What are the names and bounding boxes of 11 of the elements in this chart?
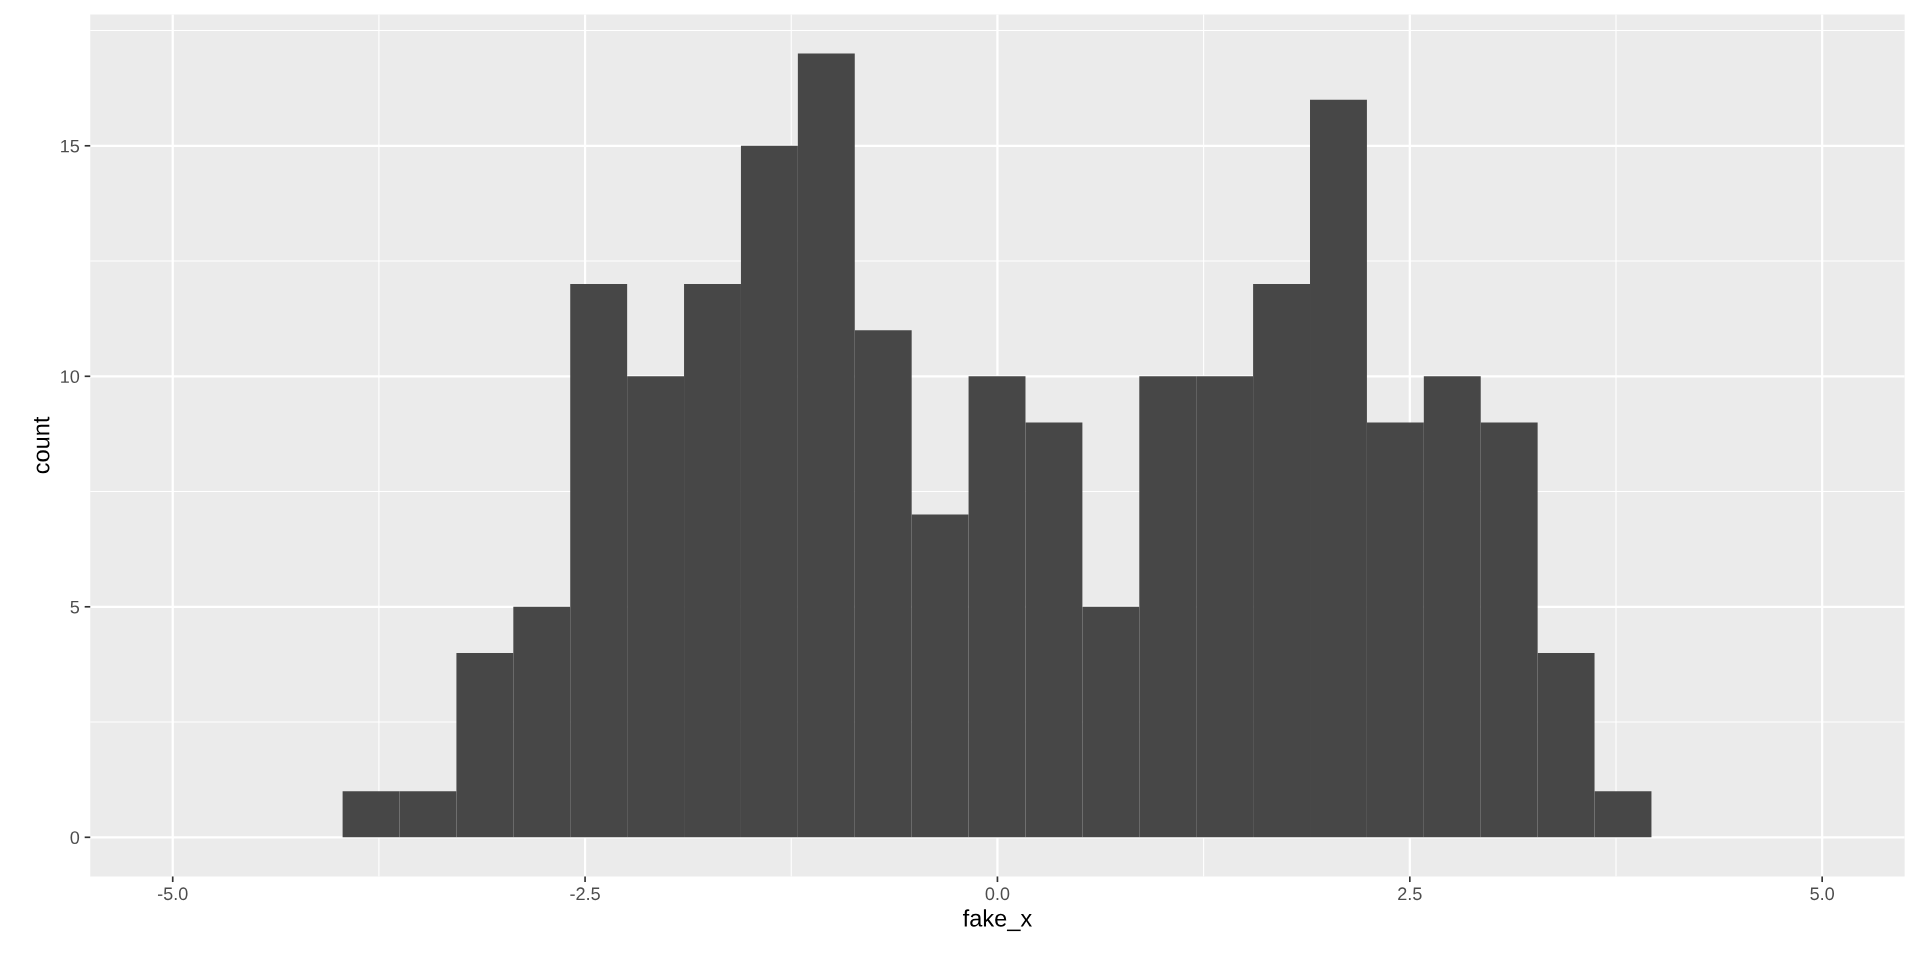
y-tick-label: 5 [70, 600, 80, 614]
x-tick-label: -5.0 [157, 887, 188, 901]
y-tick-label: 10 [61, 370, 80, 384]
x-tick-label: -2.5 [570, 887, 600, 901]
x-tick-label: 0.0 [985, 887, 1010, 901]
y-tick-label: 15 [61, 139, 80, 153]
y-axis-title: count [34, 416, 50, 474]
x-axis-title: fake_x [963, 909, 1032, 932]
y-tick-label: 0 [70, 831, 80, 845]
x-tick-label: 2.5 [1398, 887, 1422, 901]
x-tick-label: 5.0 [1810, 887, 1835, 901]
